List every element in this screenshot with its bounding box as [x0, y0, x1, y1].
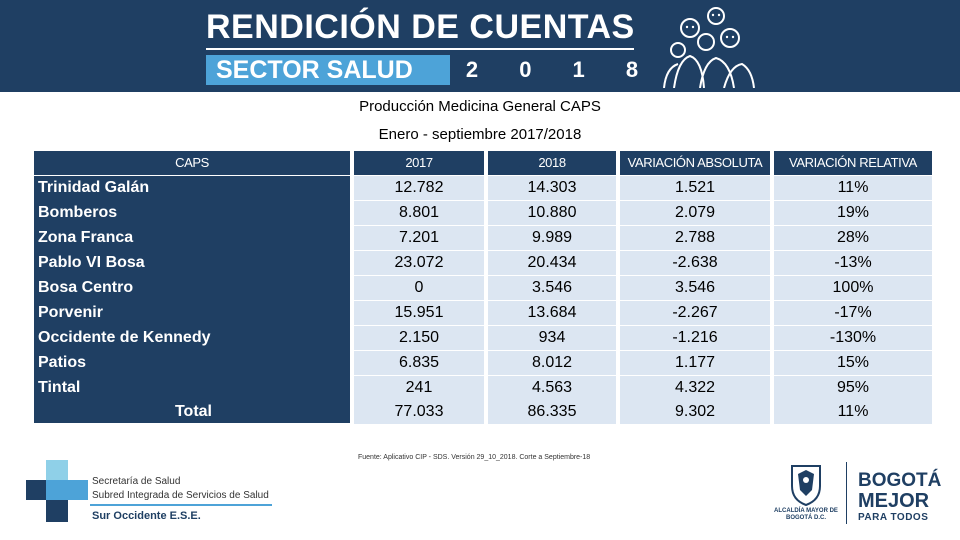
para-todos-wordmark: PARA TODOS — [858, 512, 929, 523]
bogota-coat-of-arms-icon — [791, 465, 821, 506]
cell-2018: 14.303 — [488, 176, 616, 200]
cell-2018: 4.563 — [488, 376, 616, 400]
cell-variacion-relativa: 28% — [774, 226, 932, 250]
cell-2018: 13.684 — [488, 301, 616, 325]
cell-variacion-absoluta: 2.788 — [620, 226, 770, 250]
people-illustration-icon — [663, 7, 755, 88]
cell-variacion-relativa: 100% — [774, 276, 932, 300]
caps-name: Bomberos — [38, 204, 118, 221]
total-label: Total — [174, 403, 212, 420]
logo-separator — [846, 462, 847, 524]
header-caps: CAPS — [34, 151, 350, 175]
alcaldia-label: ALCALDÍA MAYOR DE BOGOTÁ D.C. — [774, 508, 838, 521]
caps-name: Trinidad Galán — [38, 179, 150, 196]
header-year: 2 0 1 8 — [462, 55, 642, 85]
header-2018: 2018 — [488, 151, 616, 175]
cell-2018: 20.434 — [488, 251, 616, 275]
header-sector: SECTOR SALUD — [206, 55, 450, 85]
bogota-wordmark: BOGOTÁ — [858, 470, 942, 491]
cell-variacion-relativa: 19% — [774, 201, 932, 225]
caps-name: Pablo VI Bosa — [38, 254, 145, 271]
cell-variacion-absoluta: -2.638 — [620, 251, 770, 275]
header-2017: 2017 — [354, 151, 484, 175]
caps-name: Porvenir — [38, 304, 103, 321]
cell-2018: 8.012 — [488, 351, 616, 375]
logo-line-3: Sur Occidente E.S.E. — [92, 510, 201, 522]
cell-2017: 15.951 — [354, 301, 484, 325]
total-2017: 77.033 — [354, 400, 484, 424]
cell-variacion-absoluta: 4.322 — [620, 376, 770, 400]
cell-2017: 8.801 — [354, 201, 484, 225]
cell-2017: 23.072 — [354, 251, 484, 275]
cell-2017: 12.782 — [354, 176, 484, 200]
cell-variacion-absoluta: 3.546 — [620, 276, 770, 300]
cell-variacion-absoluta: -1.216 — [620, 326, 770, 350]
header-variacion-relativa: VARIACIÓN RELATIVA — [774, 151, 932, 175]
total-variacion-absoluta: 9.302 — [620, 400, 770, 424]
cell-variacion-relativa: 11% — [774, 176, 932, 200]
cell-variacion-absoluta: 2.079 — [620, 201, 770, 225]
total-2018: 86.335 — [488, 400, 616, 424]
logo-line-1: Secretaría de Salud — [92, 476, 181, 487]
cell-variacion-absoluta: -2.267 — [620, 301, 770, 325]
cell-2018: 934 — [488, 326, 616, 350]
cell-variacion-relativa: 15% — [774, 351, 932, 375]
cell-2018: 9.989 — [488, 226, 616, 250]
cell-variacion-absoluta: 1.521 — [620, 176, 770, 200]
logo-line-2: Subred Integrada de Servicios de Salud — [92, 490, 269, 501]
page-subtitle: Producción Medicina General CAPS — [359, 98, 601, 115]
header-banner: RENDICIÓN DE CUENTAS SECTOR SALUD 2 0 1 … — [0, 0, 960, 92]
caps-name: Zona Franca — [38, 229, 134, 246]
caps-name: Bosa Centro — [38, 279, 134, 296]
caps-name: Patios — [38, 354, 87, 371]
cell-2017: 0 — [354, 276, 484, 300]
cell-2017: 6.835 — [354, 351, 484, 375]
header-title: RENDICIÓN DE CUENTAS — [206, 8, 635, 46]
header-divider — [206, 48, 634, 50]
cell-variacion-relativa: -130% — [774, 326, 932, 350]
period-label: Enero - septiembre 2017/2018 — [378, 126, 582, 143]
year-digit: 8 — [625, 57, 639, 82]
logo-divider — [90, 504, 272, 506]
cell-2017: 241 — [354, 376, 484, 400]
subred-cross-icon — [26, 460, 88, 522]
source-note: Fuente: Aplicativo CIP - SDS. Versión 29… — [358, 454, 591, 461]
header-variacion-absoluta: VARIACIÓN ABSOLUTA — [620, 151, 770, 175]
cell-2018: 3.546 — [488, 276, 616, 300]
cell-variacion-relativa: 95% — [774, 376, 932, 400]
year-digit: 1 — [572, 57, 585, 82]
year-digit: 2 — [465, 57, 479, 82]
mejor-wordmark: MEJOR — [858, 490, 930, 512]
cell-variacion-relativa: -17% — [774, 301, 932, 325]
total-variacion-relativa: 11% — [774, 400, 932, 424]
cell-variacion-relativa: -13% — [774, 251, 932, 275]
cell-2018: 10.880 — [488, 201, 616, 225]
cell-2017: 2.150 — [354, 326, 484, 350]
caps-name: Occidente de Kennedy — [38, 329, 211, 346]
cell-variacion-absoluta: 1.177 — [620, 351, 770, 375]
caps-name-column — [34, 176, 350, 423]
cell-2017: 7.201 — [354, 226, 484, 250]
year-digit: 0 — [519, 57, 532, 82]
caps-name: Tintal — [38, 379, 81, 396]
